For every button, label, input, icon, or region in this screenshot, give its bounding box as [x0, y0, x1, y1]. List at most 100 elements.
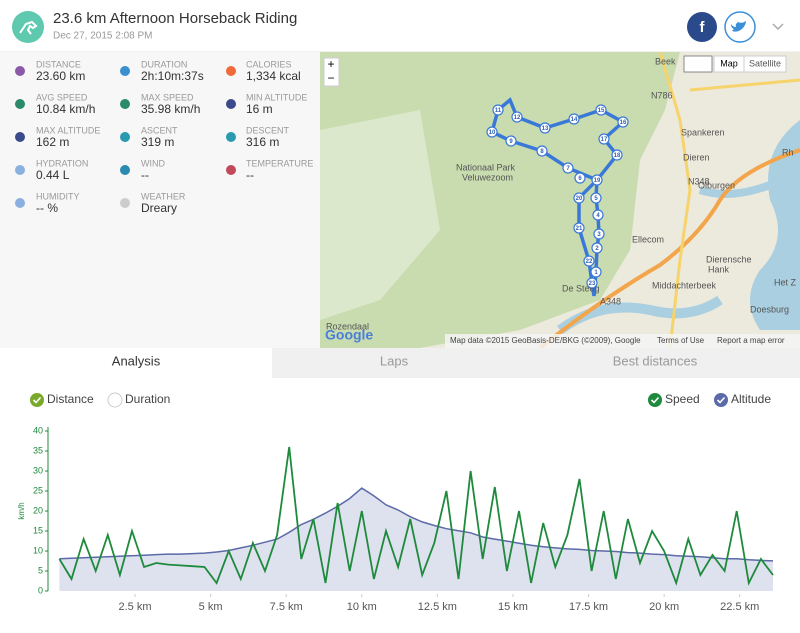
- route-marker[interactable]: [568, 113, 580, 125]
- stat-label: AVG SPEED: [36, 92, 88, 102]
- route-marker[interactable]: [486, 126, 498, 138]
- marker-label: 14: [571, 117, 578, 123]
- x-tick-label: 20 km: [649, 601, 679, 613]
- map-button[interactable]: Map: [720, 58, 738, 68]
- road: [658, 52, 692, 348]
- route-marker[interactable]: [592, 209, 604, 221]
- stat-value: 10.84 km/h: [36, 102, 95, 116]
- river-arm: [698, 174, 800, 198]
- stat-label: CALORIES: [246, 59, 292, 69]
- place-label: Veluwezoom: [462, 172, 513, 182]
- stat-value: Dreary: [141, 201, 177, 215]
- place-label: Ellecom: [632, 234, 664, 244]
- zoom-out[interactable]: −: [327, 71, 334, 85]
- place-label: N786: [651, 90, 673, 100]
- route-marker[interactable]: [573, 222, 585, 234]
- facebook-button[interactable]: [687, 12, 717, 42]
- toggle-checked[interactable]: [30, 393, 44, 407]
- route-marker[interactable]: [574, 172, 586, 184]
- map-type-satellite[interactable]: [743, 55, 787, 73]
- horse-glyph: [19, 20, 38, 35]
- x-tick-label: 10 km: [347, 601, 377, 613]
- route-marker[interactable]: [505, 135, 517, 147]
- route-marker[interactable]: [591, 174, 603, 186]
- marker-label: 11: [495, 108, 502, 114]
- route-marker[interactable]: [492, 104, 504, 116]
- x-tick-label: 12.5 km: [418, 601, 457, 613]
- stat-label: ASCENT: [141, 125, 178, 135]
- stat-label: MIN ALTITUDE: [246, 92, 307, 102]
- tab[interactable]: Laps: [380, 353, 409, 368]
- terms-link[interactable]: Terms of Use: [657, 336, 705, 345]
- route-marker[interactable]: [511, 111, 523, 123]
- legend-toggle[interactable]: [714, 393, 728, 407]
- marker-label: 5: [594, 196, 598, 202]
- route-marker[interactable]: [562, 162, 574, 174]
- marker-label: 10: [489, 130, 496, 136]
- stat-label: DURATION: [141, 59, 187, 69]
- activity-icon: [12, 11, 44, 43]
- stat-icon: [120, 165, 130, 175]
- marker-label: 17: [601, 137, 608, 143]
- route-marker[interactable]: [617, 116, 629, 128]
- marker-label: 12: [514, 115, 521, 121]
- tab[interactable]: Best distances: [613, 353, 698, 368]
- facebook-glyph: f: [700, 19, 706, 36]
- report-link[interactable]: Report a map error: [717, 336, 785, 345]
- stat-icon: [15, 99, 25, 109]
- route-marker[interactable]: [598, 133, 610, 145]
- attribution-bar: [445, 334, 800, 348]
- legend-toggle[interactable]: [648, 393, 662, 407]
- marker-label: 13: [542, 126, 549, 132]
- place-label: Het Z: [774, 277, 797, 287]
- x-tick-label: 17.5 km: [569, 601, 608, 613]
- attribution: Map data ©2015 GeoBasis-DE/BKG (©2009), …: [450, 336, 641, 345]
- route-marker[interactable]: [586, 277, 598, 289]
- x-tick-label: 7.5 km: [270, 601, 303, 613]
- route-marker[interactable]: [590, 266, 602, 278]
- check: [32, 396, 42, 404]
- tab-active[interactable]: [0, 348, 272, 378]
- marker-label: 18: [614, 153, 621, 159]
- legend-label[interactable]: Altitude: [731, 392, 771, 406]
- route-marker[interactable]: [591, 242, 603, 254]
- fullscreen-button[interactable]: [683, 55, 713, 73]
- route-marker[interactable]: [593, 228, 605, 240]
- toggle-label[interactable]: Distance: [47, 392, 94, 406]
- y-tick-label: 15: [33, 525, 43, 535]
- route-marker[interactable]: [539, 122, 551, 134]
- check: [650, 396, 660, 404]
- zoom-in[interactable]: +: [327, 57, 334, 71]
- x-tick-label: 5 km: [199, 601, 223, 613]
- route-marker[interactable]: [536, 145, 548, 157]
- y-tick-label: 35: [33, 445, 43, 455]
- stat-icon: [15, 165, 25, 175]
- stat-label: HUMIDITY: [36, 191, 80, 201]
- tab[interactable]: Analysis: [112, 353, 161, 368]
- marker-label: 23: [589, 281, 596, 287]
- stat-label: WIND: [141, 158, 165, 168]
- marker-label: 16: [620, 120, 627, 126]
- marker-label: 22: [586, 259, 593, 265]
- route-marker[interactable]: [611, 149, 623, 161]
- place-label: Olburgen: [698, 180, 735, 190]
- expand-chevron[interactable]: [772, 23, 784, 31]
- place-label: De Steeg: [562, 283, 600, 293]
- route-marker[interactable]: [595, 104, 607, 116]
- place-label: Dierensche: [706, 254, 752, 264]
- route-marker[interactable]: [583, 255, 595, 267]
- satellite-button[interactable]: Satellite: [749, 58, 781, 68]
- route-marker[interactable]: [573, 192, 585, 204]
- stat-value: --: [141, 168, 149, 182]
- toggle-label[interactable]: Duration: [125, 392, 170, 406]
- toggle-unchecked[interactable]: [107, 392, 123, 408]
- stat-value: 162 m: [36, 135, 69, 149]
- y-tick-label: 40: [33, 425, 43, 435]
- marker-label: 8: [540, 149, 544, 155]
- route-marker[interactable]: [590, 192, 602, 204]
- stat-icon: [15, 198, 25, 208]
- legend-label[interactable]: Speed: [665, 392, 700, 406]
